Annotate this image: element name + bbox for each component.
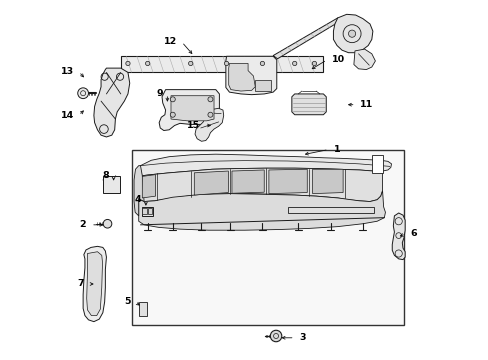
Text: 11: 11 [360,100,373,109]
Circle shape [103,220,112,228]
Text: 15: 15 [187,121,200,130]
Bar [147,208,152,215]
Polygon shape [159,90,219,131]
Text: 12: 12 [163,37,177,46]
Polygon shape [291,94,325,115]
Bar [102,176,120,193]
Polygon shape [94,68,129,137]
Circle shape [348,30,355,37]
Text: 2: 2 [80,220,86,229]
Polygon shape [139,302,147,316]
Polygon shape [142,175,155,198]
Polygon shape [139,168,382,202]
Circle shape [207,112,212,117]
Polygon shape [134,166,144,216]
Text: 10: 10 [331,55,344,64]
Polygon shape [225,56,276,95]
Circle shape [260,61,264,66]
Bar [255,80,271,91]
Polygon shape [273,18,341,59]
Polygon shape [231,170,264,193]
Polygon shape [139,154,391,176]
Bar [371,155,382,173]
Polygon shape [268,169,306,194]
Circle shape [125,61,130,66]
Bar [131,149,403,325]
Circle shape [292,61,296,66]
Text: 1: 1 [333,145,339,154]
Polygon shape [333,14,372,53]
Circle shape [188,61,192,66]
Polygon shape [171,96,214,121]
Text: 5: 5 [124,297,130,306]
Circle shape [170,112,175,117]
Circle shape [270,330,281,342]
Polygon shape [353,49,375,69]
Bar [142,207,153,216]
Polygon shape [86,252,102,316]
Polygon shape [391,213,405,260]
Circle shape [78,88,88,99]
Circle shape [170,97,175,102]
Polygon shape [194,171,228,195]
Polygon shape [121,55,323,72]
Circle shape [312,61,316,66]
Polygon shape [83,246,106,321]
Circle shape [224,61,228,66]
Polygon shape [228,63,255,91]
Text: 4: 4 [134,195,141,204]
Text: 6: 6 [410,229,416,238]
Bar [142,208,146,215]
Text: 7: 7 [77,279,83,288]
Polygon shape [139,191,385,230]
Polygon shape [195,108,223,141]
Polygon shape [312,169,343,194]
Circle shape [207,97,212,102]
Circle shape [145,61,149,66]
Bar [287,207,373,213]
Text: 9: 9 [156,89,163,98]
Text: 13: 13 [61,67,74,76]
Text: 3: 3 [299,333,305,342]
Text: 14: 14 [61,111,74,120]
Text: 8: 8 [102,171,109,180]
